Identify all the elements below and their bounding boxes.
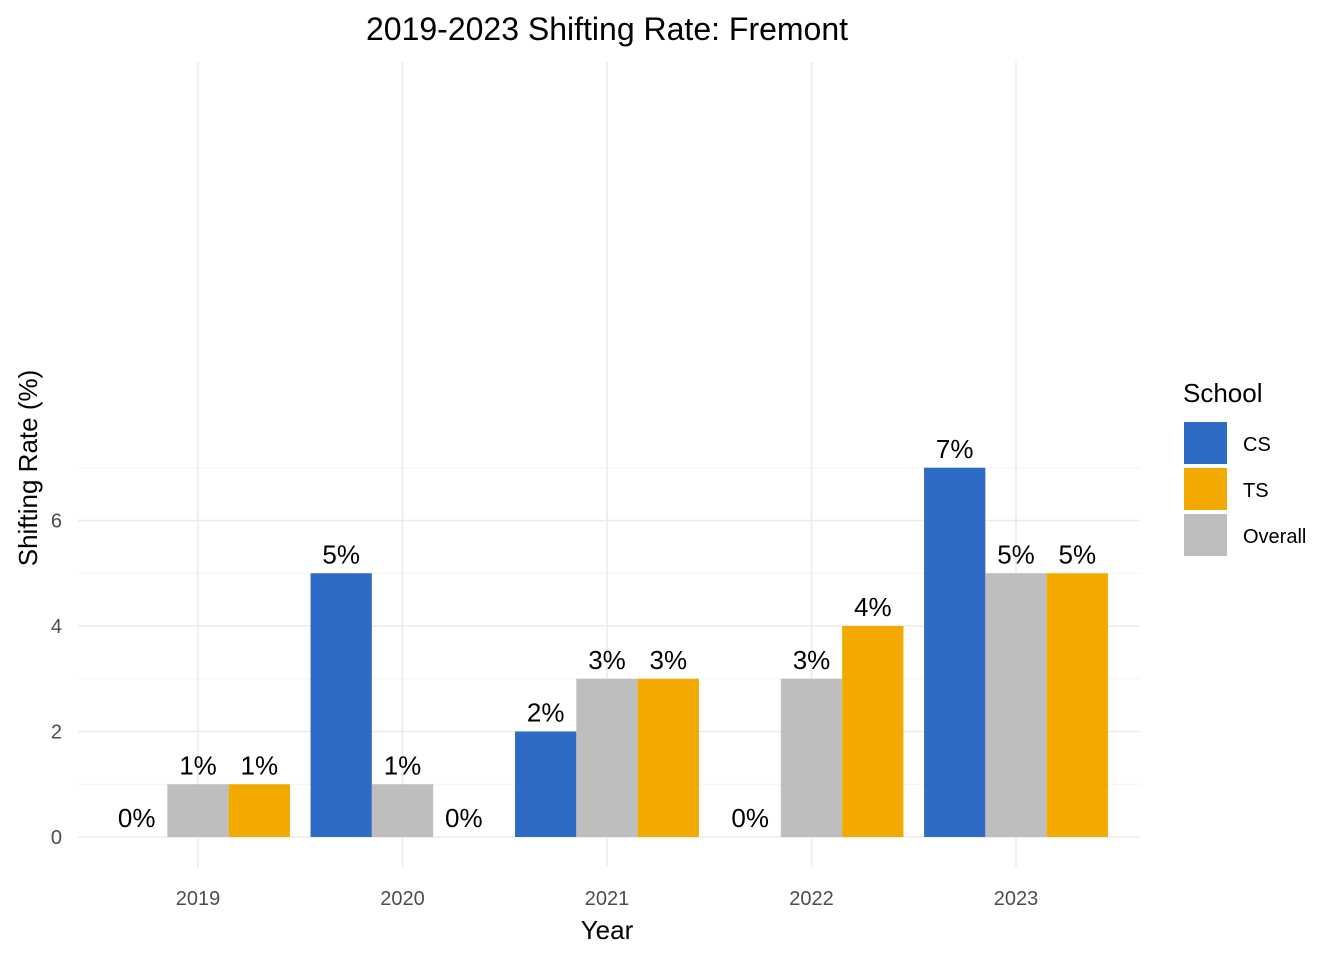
- bar-ts-2023: [1046, 573, 1108, 837]
- y-tick-label: 0: [51, 827, 62, 849]
- data-label-overall-2023: 5%: [997, 539, 1035, 569]
- x-tick-label: 2021: [585, 888, 630, 910]
- legend-label-cs: CS: [1243, 434, 1271, 456]
- data-label-overall-2020: 1%: [384, 750, 422, 780]
- data-label-cs-2019: 0%: [118, 803, 156, 833]
- y-tick-label: 4: [51, 616, 62, 638]
- data-label-overall-2022: 3%: [793, 645, 831, 675]
- x-tick-label: 2022: [789, 888, 834, 910]
- bar-cs-2021: [515, 731, 577, 837]
- bar-cs-2020: [310, 573, 372, 837]
- data-label-ts-2021: 3%: [650, 645, 688, 675]
- y-axis-title: Shifting Rate (%): [13, 370, 43, 567]
- bar-overall-2019: [167, 784, 229, 837]
- data-label-ts-2022: 4%: [854, 592, 892, 622]
- bar-ts-2021: [637, 678, 699, 837]
- bar-cs-2023: [924, 467, 986, 837]
- y-tick-label: 6: [51, 511, 62, 533]
- data-labels: 0% 1% 1% 5% 1% 0% 2% 3% 3% 0% 3% 4% 7% 5% 5%: [118, 434, 1096, 833]
- legend-label-ts: TS: [1243, 480, 1269, 502]
- data-label-cs-2022: 0%: [731, 803, 769, 833]
- bar-overall-2020: [371, 784, 434, 837]
- x-axis-ticks: 2019 2020 2021 2022 2023: [176, 888, 1039, 910]
- bars: [167, 467, 1108, 837]
- legend-key-overall: [1184, 514, 1227, 556]
- x-axis-title: Year: [581, 915, 634, 945]
- bar-ts-2019: [228, 784, 290, 837]
- bar-ts-2022: [842, 626, 904, 837]
- bar-overall-2022: [780, 678, 843, 837]
- data-label-ts-2019: 1%: [241, 750, 279, 780]
- bar-overall-2021: [576, 678, 638, 837]
- legend-title: School: [1183, 378, 1263, 408]
- legend-key-cs: [1184, 422, 1227, 464]
- y-axis-ticks: 0 2 4 6: [51, 511, 62, 850]
- x-tick-label: 2023: [994, 888, 1039, 910]
- x-tick-label: 2020: [380, 888, 425, 910]
- bar-overall-2023: [985, 573, 1047, 837]
- data-label-cs-2021: 2%: [527, 698, 565, 728]
- data-label-cs-2023: 7%: [936, 434, 974, 464]
- legend: School CS TS Overall: [1183, 378, 1306, 556]
- data-label-ts-2020: 0%: [445, 803, 483, 833]
- data-label-ts-2023: 5%: [1059, 539, 1097, 569]
- data-label-overall-2019: 1%: [179, 750, 217, 780]
- y-tick-label: 2: [51, 722, 62, 744]
- x-tick-label: 2019: [176, 888, 221, 910]
- chart-title: 2019-2023 Shifting Rate: Fremont: [366, 11, 848, 47]
- legend-label-overall: Overall: [1243, 526, 1306, 548]
- legend-key-ts: [1184, 468, 1227, 510]
- data-label-cs-2020: 5%: [322, 539, 360, 569]
- data-label-overall-2021: 3%: [588, 645, 626, 675]
